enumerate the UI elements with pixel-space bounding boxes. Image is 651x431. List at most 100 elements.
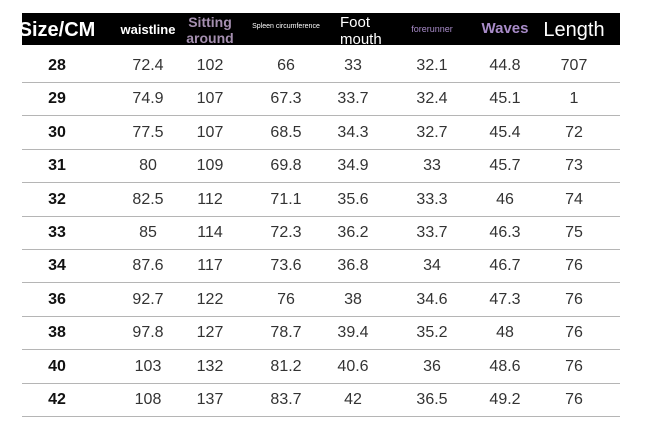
value-cell: 34 — [423, 257, 441, 275]
value-cell: 74 — [565, 190, 583, 208]
value-cell: 107 — [196, 90, 224, 108]
value-cell: 80 — [139, 157, 157, 175]
value-cell: 72.4 — [132, 57, 164, 74]
value-cell: 71.1 — [270, 190, 302, 208]
value-cell: 36.2 — [337, 224, 369, 241]
value-cell: 77.5 — [132, 123, 164, 141]
value-cell: 83.7 — [270, 391, 302, 408]
value-cell: 137 — [196, 391, 224, 408]
value-cell: 114 — [197, 224, 223, 241]
value-cell: 45.1 — [489, 90, 521, 108]
row-separator — [22, 282, 620, 284]
value-cell: 73.6 — [270, 257, 302, 275]
value-cell: 67.3 — [270, 90, 302, 108]
value-cell: 76 — [565, 357, 583, 375]
value-cell: 1 — [569, 90, 579, 108]
value-cell: 707 — [560, 57, 588, 74]
header-cell: Sitting around — [186, 14, 234, 45]
row-separator — [22, 315, 620, 317]
row-separator — [22, 115, 620, 117]
value-cell: 36.8 — [337, 257, 369, 275]
size-cell: 36 — [48, 290, 66, 308]
value-cell: 82.5 — [132, 190, 164, 208]
size-cell: 34 — [48, 257, 66, 275]
row-separator — [22, 182, 620, 184]
row-separator — [22, 416, 620, 417]
row-separator — [22, 382, 620, 384]
value-cell: 47.3 — [489, 290, 521, 308]
value-cell: 75 — [565, 224, 583, 241]
value-cell: 34.9 — [337, 157, 369, 175]
value-cell: 35.2 — [416, 324, 448, 342]
value-cell: 48 — [496, 324, 514, 342]
size-cell: 29 — [48, 90, 66, 108]
size-cell: 31 — [48, 157, 66, 175]
value-cell: 76 — [565, 391, 583, 408]
header-row: Size/CM waistline Sitting around Spleen cir… — [22, 13, 620, 45]
value-cell: 73 — [565, 157, 583, 175]
value-cell: 102 — [196, 57, 224, 74]
value-cell: 69.8 — [270, 157, 302, 175]
value-cell: 46.7 — [489, 257, 521, 275]
value-cell: 76 — [565, 324, 583, 342]
row-separator — [22, 148, 620, 150]
value-cell: 107 — [196, 123, 224, 141]
row-separator — [22, 249, 620, 250]
value-cell: 33.3 — [416, 190, 448, 208]
value-cell: 35.6 — [337, 190, 369, 208]
value-cell: 85 — [139, 224, 157, 241]
value-cell: 46.3 — [489, 224, 521, 241]
value-cell: 109 — [196, 157, 224, 175]
value-cell: 42 — [344, 391, 362, 408]
value-cell: 45.4 — [489, 123, 521, 141]
header-cell: Size/CM — [22, 19, 96, 41]
row-separator — [22, 82, 620, 83]
value-cell: 46 — [496, 190, 514, 208]
size-cell: 28 — [48, 57, 66, 74]
value-cell: 74.9 — [132, 90, 164, 108]
value-cell: 132 — [196, 357, 224, 375]
size-cell: 42 — [48, 391, 66, 408]
value-cell: 49.2 — [489, 391, 521, 408]
value-cell: 127 — [196, 324, 224, 342]
value-cell: 87.6 — [132, 257, 164, 275]
value-cell: 92.7 — [132, 290, 164, 308]
value-cell: 44.8 — [489, 57, 521, 74]
value-cell: 36 — [423, 357, 441, 375]
value-cell: 78.7 — [270, 324, 302, 342]
value-cell: 33.7 — [416, 224, 448, 241]
header-cell: Foot mouth — [340, 14, 382, 45]
value-cell: 72 — [565, 123, 583, 141]
value-cell: 66 — [277, 57, 295, 74]
value-cell: 122 — [196, 290, 224, 308]
value-cell: 76 — [565, 257, 583, 275]
value-cell: 97.8 — [132, 324, 164, 342]
header-cell: forerunner — [411, 24, 453, 34]
size-cell: 38 — [48, 324, 66, 342]
value-cell: 39.4 — [337, 324, 369, 342]
header-cell: Waves — [481, 20, 529, 37]
value-cell: 103 — [134, 357, 162, 375]
row-separator — [22, 215, 620, 217]
value-cell: 48.6 — [489, 357, 521, 375]
value-cell: 81.2 — [270, 357, 302, 375]
size-cell: 30 — [48, 123, 66, 141]
size-cell: 32 — [48, 190, 66, 208]
value-cell: 33 — [344, 57, 362, 74]
value-cell: 33.7 — [337, 90, 369, 108]
value-cell: 38 — [344, 290, 362, 308]
value-cell: 32.4 — [416, 90, 448, 108]
value-cell: 40.6 — [337, 357, 369, 375]
value-cell: 32.1 — [416, 57, 448, 74]
value-cell: 76 — [565, 290, 583, 308]
header-cell: Spleen circumference — [252, 23, 320, 30]
value-cell: 34.3 — [337, 123, 369, 141]
value-cell: 76 — [277, 290, 295, 308]
size-cell: 33 — [48, 224, 66, 241]
value-cell: 32.7 — [416, 123, 448, 141]
value-cell: 117 — [197, 257, 223, 275]
value-cell: 34.6 — [416, 290, 448, 308]
size-cell: 40 — [48, 357, 66, 375]
header-cell: Length — [543, 19, 605, 41]
